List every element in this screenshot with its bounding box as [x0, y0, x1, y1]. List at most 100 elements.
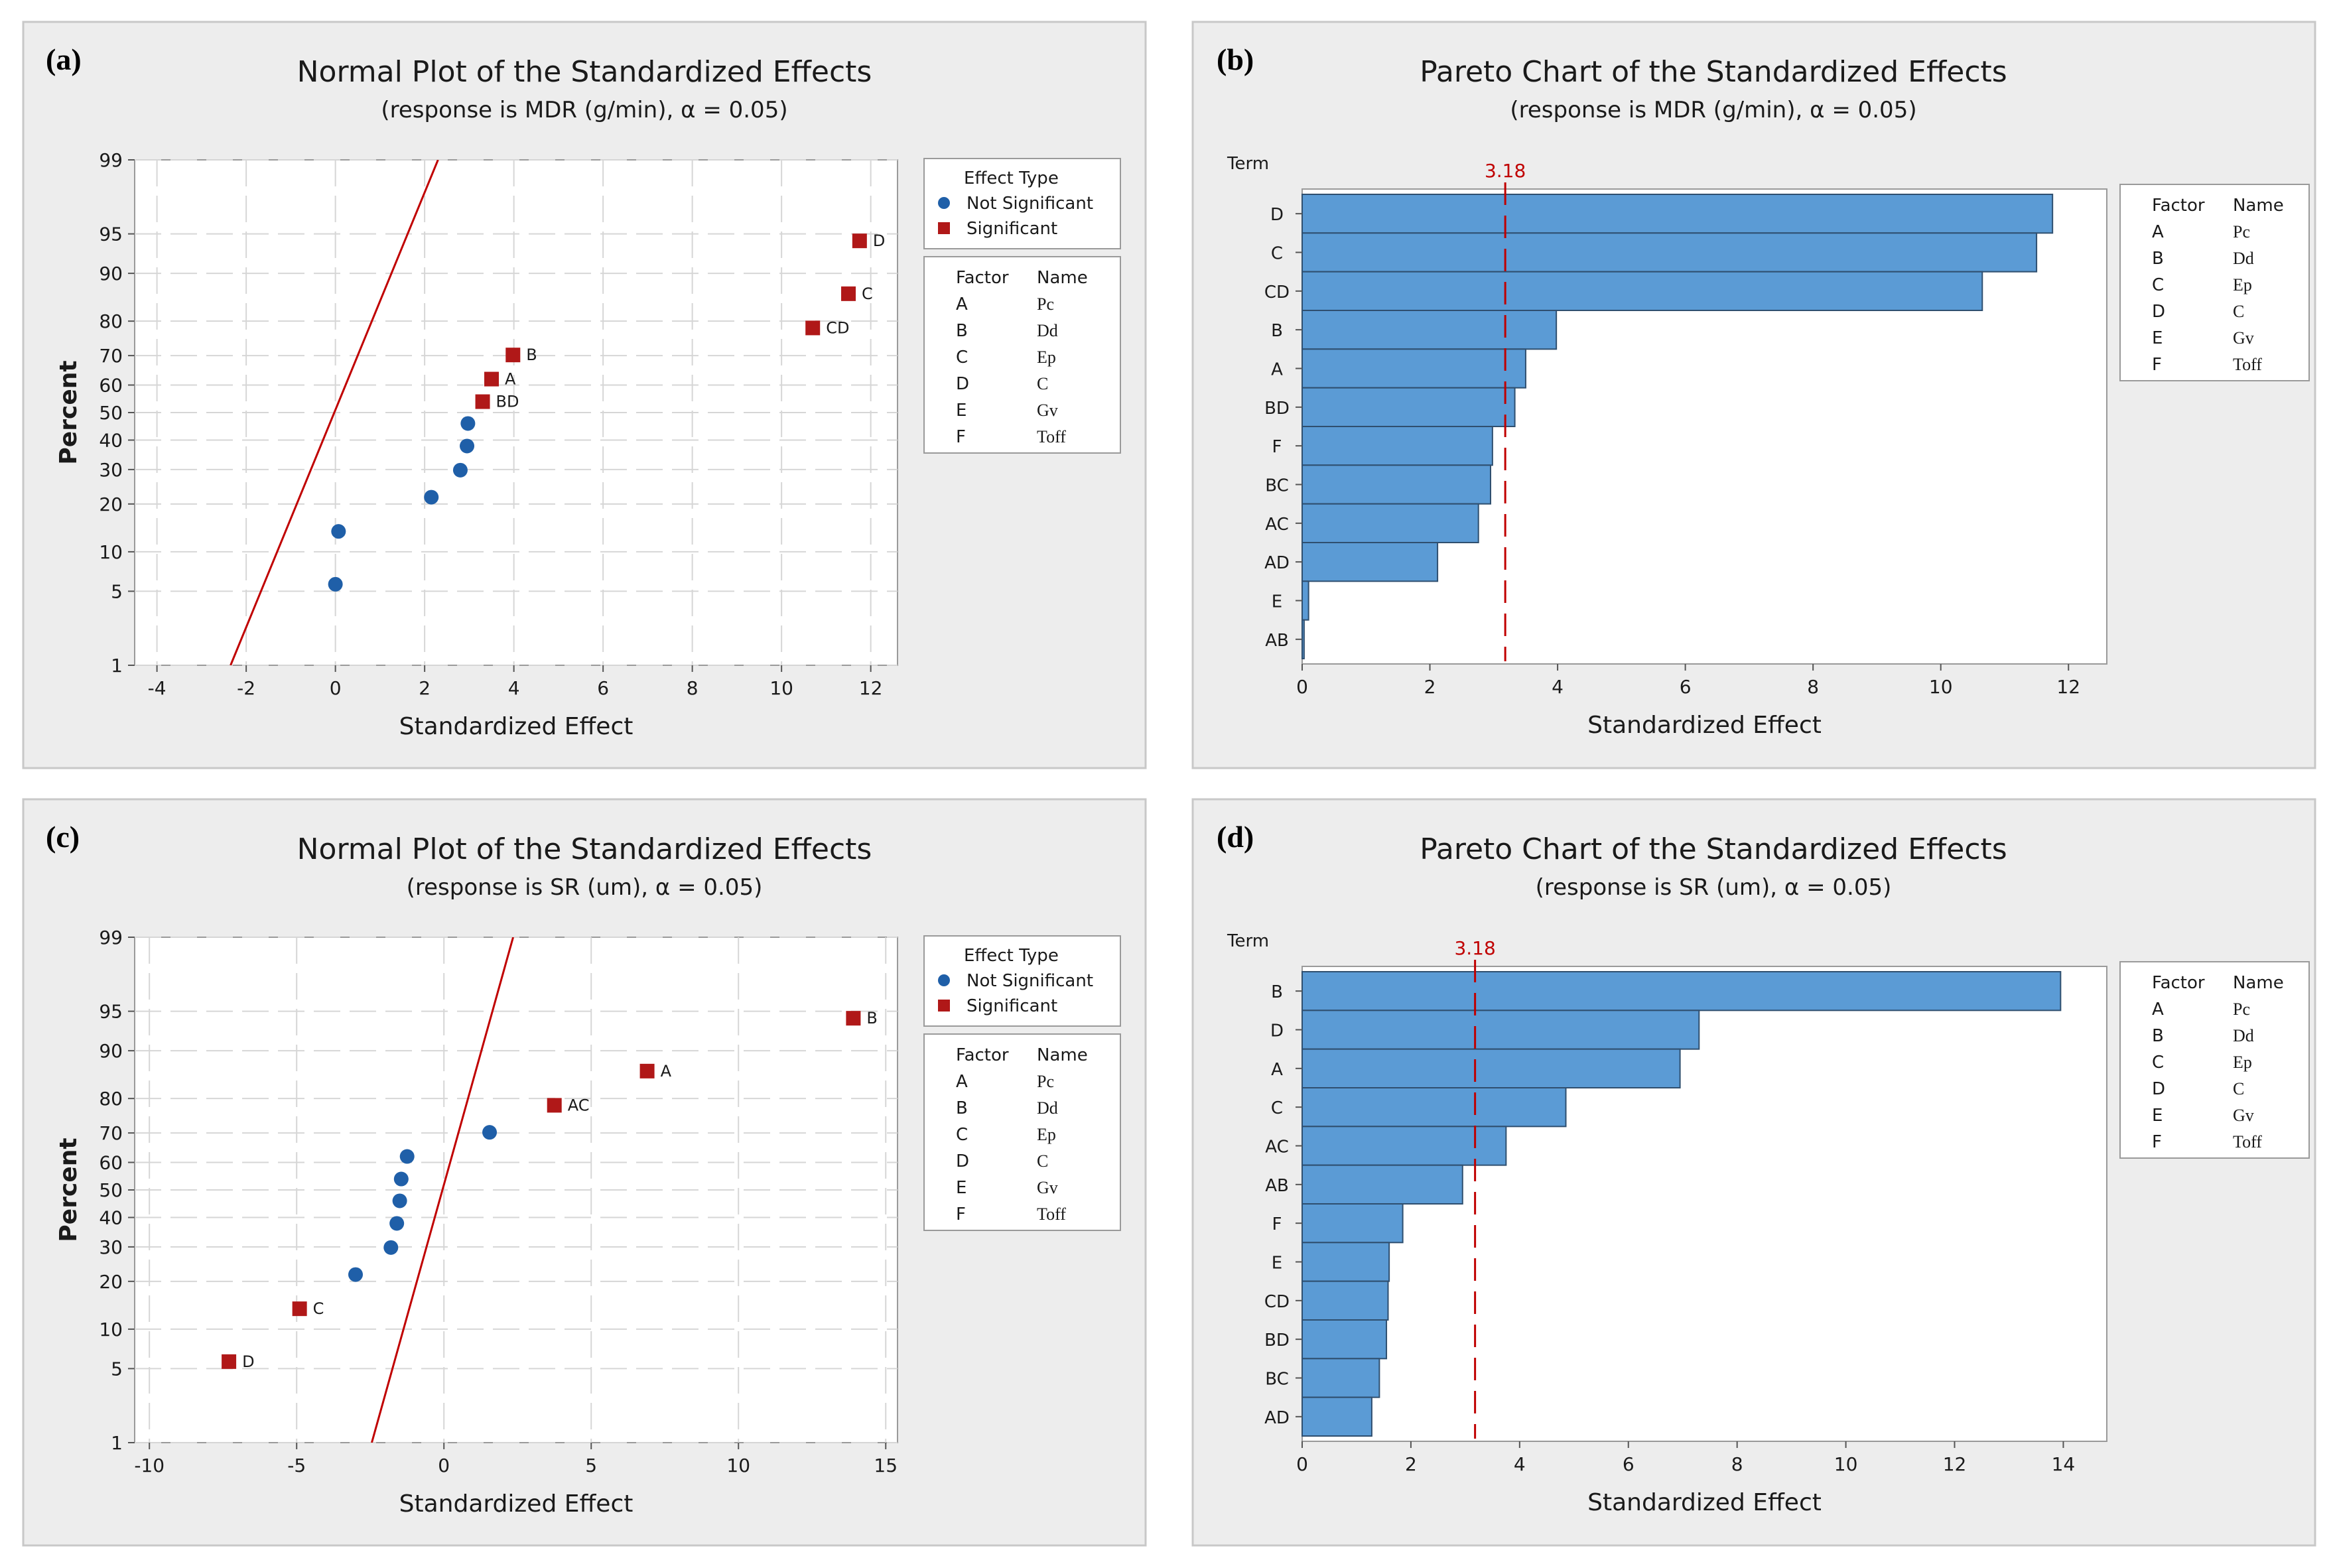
term-label: AB — [1265, 1176, 1289, 1196]
x-tick-label: 0 — [330, 677, 342, 699]
effect-bar — [1301, 348, 1526, 389]
not-significant-point — [328, 576, 343, 592]
factor-code: C — [956, 1125, 968, 1145]
effect-type-legend — [923, 158, 1121, 249]
term-label: F — [1272, 1214, 1282, 1234]
point-label: C — [313, 1299, 324, 1318]
term-label: B — [1271, 321, 1283, 341]
effect-bar — [1301, 1319, 1388, 1360]
point-label: B — [526, 346, 537, 364]
factor-code: E — [956, 1178, 967, 1198]
chart-subtitle: (response is SR (um), α = 0.05) — [407, 874, 763, 901]
chart-title: Pareto Chart of the Standardized Effects — [1420, 832, 2007, 866]
y-tick-label: 70 — [99, 345, 123, 367]
effect-bar — [1301, 387, 1516, 428]
point-label: D — [873, 231, 885, 250]
effect-bar — [1301, 1164, 1463, 1205]
x-tick-label: 4 — [508, 677, 520, 699]
point-label: B — [866, 1009, 877, 1027]
normal-plot-panel: (c) Normal Plot of the Standardized Effec… — [22, 798, 1147, 1547]
x-tick-label: 14 — [2052, 1453, 2076, 1475]
x-tick-label: 0 — [438, 1455, 450, 1476]
x-tick-label: 5 — [585, 1455, 597, 1476]
x-tick-label: -5 — [287, 1455, 306, 1476]
y-tick-label: 10 — [99, 1319, 123, 1340]
effect-bar — [1301, 542, 1439, 582]
term-label: C — [1271, 1098, 1283, 1118]
factor-code: C — [956, 348, 968, 367]
significant-point — [484, 371, 500, 387]
y-tick-label: 50 — [99, 402, 123, 424]
factor-header: Factor — [2152, 973, 2205, 993]
x-tick-label: 15 — [874, 1455, 898, 1476]
effect-bar — [1301, 426, 1493, 466]
factor-code: F — [2152, 355, 2162, 375]
y-tick-label: 80 — [99, 310, 123, 332]
factor-code: D — [956, 1151, 969, 1171]
y-axis-label: Percent — [55, 360, 82, 464]
factor-name: Toff — [1037, 427, 1066, 446]
y-tick-label: 60 — [99, 1152, 123, 1174]
factor-header: Factor — [956, 1045, 1009, 1065]
factor-name: Gv — [2233, 1106, 2254, 1125]
point-label: D — [242, 1352, 254, 1371]
x-tick-label: -2 — [237, 677, 255, 699]
significant-point — [805, 320, 821, 336]
x-axis-label: Standardized Effect — [399, 713, 634, 740]
factor-table — [2119, 961, 2310, 1159]
term-label: CD — [1264, 283, 1290, 302]
panel-label: (d) — [1217, 820, 1254, 854]
x-axis-label: Standardized Effect — [399, 1490, 634, 1518]
factor-code: B — [2152, 249, 2164, 269]
gridlines — [135, 159, 898, 666]
chart-title: Normal Plot of the Standardized Effects — [297, 832, 872, 866]
name-header: Name — [1037, 1045, 1088, 1065]
x-tick-label: 0 — [1296, 1453, 1308, 1475]
effect-bar — [1301, 1087, 1567, 1128]
x-tick-label: 10 — [1834, 1453, 1858, 1475]
point-label: BD — [496, 393, 519, 411]
factor-name: Ep — [2233, 275, 2252, 294]
x-tick-label: 10 — [1929, 676, 1953, 698]
term-label: AC — [1265, 515, 1288, 535]
effect-bar — [1301, 310, 1558, 350]
effect-bar — [1301, 1203, 1404, 1244]
x-tick-label: 2 — [419, 677, 431, 699]
effect-type-legend — [923, 935, 1121, 1027]
legend-item-label: Significant — [967, 219, 1057, 239]
term-label: D — [1270, 205, 1284, 225]
factor-table — [2119, 184, 2310, 381]
y-tick-label: 90 — [99, 263, 123, 285]
x-tick-label: 6 — [1623, 1453, 1634, 1475]
y-tick-label: 70 — [99, 1122, 123, 1144]
x-tick-label: 12 — [2056, 676, 2080, 698]
term-label: AD — [1264, 1408, 1290, 1428]
x-axis-label: Standardized Effect — [1587, 1489, 1822, 1516]
x-axis-label: Standardized Effect — [1587, 712, 1822, 739]
significant-point — [639, 1063, 655, 1078]
factor-code: E — [2152, 328, 2163, 348]
factor-name: Toff — [2233, 1132, 2262, 1151]
factor-name: Toff — [2233, 355, 2262, 374]
y-tick-label: 30 — [99, 1236, 123, 1258]
x-tick-label: 10 — [769, 677, 793, 699]
term-label: CD — [1264, 1292, 1290, 1312]
legend-title: Effect Type — [964, 946, 1059, 966]
term-axis-label: Term — [1227, 931, 1269, 951]
term-label: A — [1271, 360, 1283, 380]
effect-bar — [1301, 1396, 1372, 1437]
term-label: AC — [1265, 1138, 1288, 1157]
factor-table — [923, 256, 1121, 454]
significant-point — [547, 1098, 562, 1113]
term-label: D — [1270, 1021, 1284, 1041]
factor-code: A — [956, 1072, 968, 1092]
y-tick-label: 80 — [99, 1088, 123, 1110]
not-significant-point — [393, 1171, 409, 1187]
factor-code: C — [2152, 275, 2164, 295]
x-tick-label: -10 — [134, 1455, 165, 1476]
reference-value-label: 3.18 — [1454, 937, 1495, 959]
factor-code: D — [2152, 302, 2165, 322]
factor-name: Gv — [1037, 401, 1058, 420]
y-tick-label: 95 — [99, 1001, 123, 1023]
not-significant-point — [424, 490, 439, 505]
